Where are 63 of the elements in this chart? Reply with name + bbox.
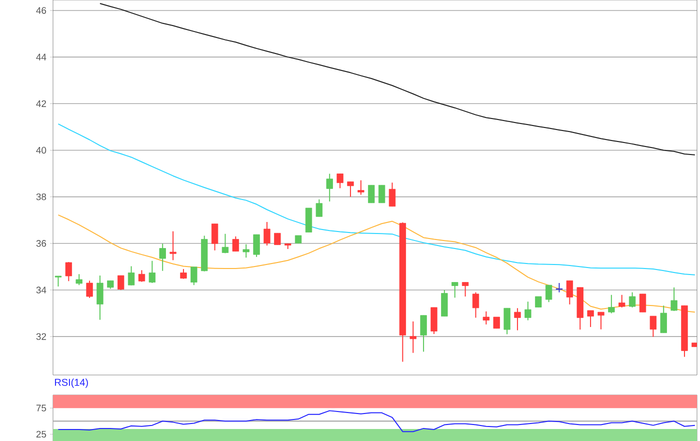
candlestick bbox=[420, 314, 427, 352]
candlestick bbox=[452, 282, 458, 298]
candlestick bbox=[326, 173, 333, 202]
candlestick bbox=[482, 310, 490, 325]
candlestick bbox=[670, 286, 678, 312]
candlestick bbox=[54, 276, 62, 287]
candlestick bbox=[170, 230, 176, 261]
candlestick bbox=[566, 280, 573, 305]
candlestick bbox=[211, 223, 218, 251]
candlestick bbox=[222, 233, 229, 254]
candlestick bbox=[242, 244, 250, 258]
candlestick bbox=[430, 306, 438, 335]
candlestick bbox=[118, 275, 124, 290]
candlestick bbox=[347, 181, 354, 198]
candlestick bbox=[128, 266, 135, 286]
candlestick bbox=[545, 284, 552, 303]
candlestick bbox=[190, 266, 198, 286]
candlestick bbox=[316, 198, 322, 218]
candlestick bbox=[76, 274, 82, 286]
candlestick bbox=[650, 316, 656, 338]
candlestick bbox=[336, 173, 344, 189]
y-tick-label: 44 bbox=[36, 54, 46, 60]
candlestick bbox=[441, 289, 448, 317]
y-tick-label: 38 bbox=[36, 193, 46, 200]
y-tick-label: 40 bbox=[36, 146, 46, 154]
candlestick bbox=[524, 301, 532, 321]
y-tick-label: 36 bbox=[36, 240, 46, 247]
candlestick bbox=[148, 260, 156, 284]
candlestick bbox=[598, 312, 604, 330]
candlestick bbox=[504, 308, 510, 335]
candlestick bbox=[253, 234, 260, 258]
candlestick bbox=[587, 310, 594, 328]
candlestick bbox=[264, 221, 270, 246]
candlestick bbox=[514, 308, 521, 331]
candlestick bbox=[388, 182, 396, 207]
candlestick bbox=[618, 294, 626, 308]
candlestick bbox=[410, 320, 416, 354]
candlestick bbox=[493, 316, 500, 329]
candlestick bbox=[368, 184, 375, 204]
y-tick-label: 25 bbox=[36, 430, 46, 438]
y-tick-label: 46 bbox=[36, 7, 46, 14]
candlestick bbox=[535, 296, 542, 308]
candlestick bbox=[660, 305, 667, 334]
candlestick bbox=[180, 268, 187, 280]
candlestick bbox=[159, 243, 166, 272]
candlestick bbox=[608, 294, 615, 314]
y-tick-label: 75 bbox=[36, 404, 46, 412]
candlestick bbox=[462, 282, 469, 298]
candlestick bbox=[274, 232, 281, 246]
candlestick bbox=[96, 275, 104, 320]
candlestick bbox=[138, 270, 146, 282]
candlestick bbox=[65, 262, 72, 282]
y-tick-label: 34 bbox=[36, 286, 46, 294]
candlestick bbox=[232, 236, 239, 252]
y-tick-label: 42 bbox=[36, 100, 46, 107]
chart-title: RSI(14) bbox=[55, 378, 88, 388]
candlestick bbox=[86, 280, 93, 298]
candlestick bbox=[639, 293, 646, 313]
candlestick bbox=[472, 292, 480, 318]
candlestick bbox=[628, 292, 636, 308]
candlestick bbox=[358, 180, 364, 196]
candlestick bbox=[378, 184, 386, 204]
y-tick-label: 32 bbox=[36, 333, 46, 340]
